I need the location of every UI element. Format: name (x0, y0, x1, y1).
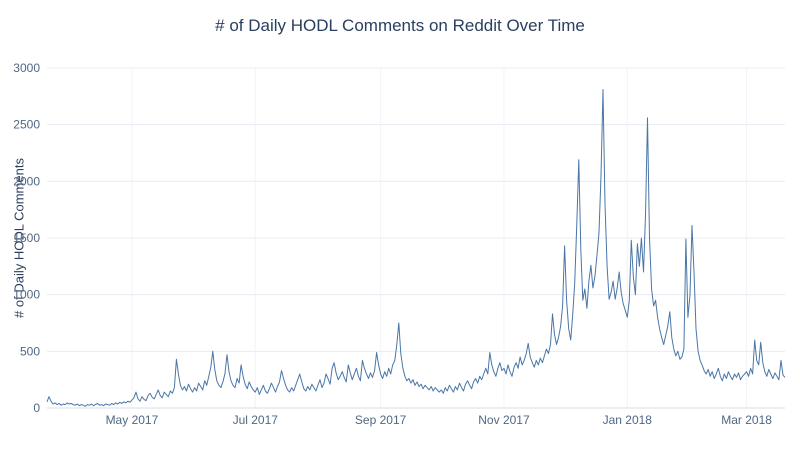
x-tick-label: Jul 2017 (233, 413, 279, 427)
y-tick-label: 1500 (13, 231, 40, 245)
y-tick-label: 1000 (13, 288, 40, 302)
x-tick-label: Sep 2017 (355, 413, 407, 427)
y-tick-label: 0 (33, 401, 40, 415)
y-tick-label: 2000 (13, 174, 40, 188)
x-tick-label: Nov 2017 (478, 413, 530, 427)
x-tick-label: Mar 2018 (721, 413, 772, 427)
chart-title: # of Daily HODL Comments on Reddit Over … (215, 16, 585, 35)
y-tick-label: 3000 (13, 61, 40, 75)
y-tick-label: 500 (20, 344, 40, 358)
daily-hodl-comments-series (46, 89, 786, 407)
y-tick-label: 2500 (13, 118, 40, 132)
x-tick-label: Jan 2018 (603, 413, 653, 427)
x-tick-label: May 2017 (106, 413, 159, 427)
